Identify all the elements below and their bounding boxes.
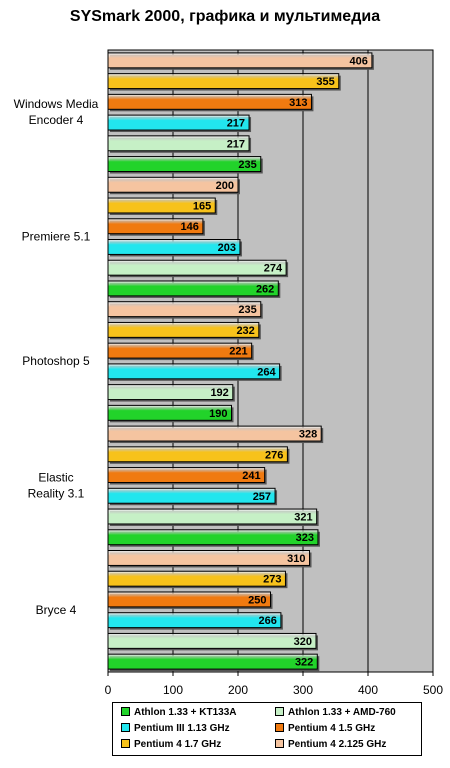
chart-title: SYSmark 2000, графика и мультимедиа [69,8,381,25]
chart-legend: Athlon 1.33 + KT133A Athlon 1.33 + AMD-76… [112,702,422,756]
bar [107,301,262,318]
bar-data-label: 321 [294,512,312,524]
legend-item: Pentium III 1.13 GHz [121,723,230,734]
bar-data-label: 273 [263,574,281,586]
bar [107,384,234,401]
legend-label: Athlon 1.33 + AMD-760 [288,707,396,718]
legend-label: Pentium 4 2.125 GHz [288,739,387,750]
legend-swatch [121,723,130,732]
legend-item: Athlon 1.33 + AMD-760 [275,707,396,718]
bar [107,653,318,670]
bar-data-label: 323 [296,532,314,544]
bar [107,404,232,421]
bar-data-label: 320 [294,636,312,648]
bar-data-label: 276 [265,449,283,461]
legend-item: Athlon 1.33 + KT133A [121,707,237,718]
bar [107,529,319,546]
category-label: Photoshop 5 [22,354,90,368]
bar [107,591,271,608]
bar [107,612,282,629]
bar [107,197,216,214]
chart-plot-svg: 4063553132172172352001651462032742622352… [14,49,443,697]
bar-data-label: 165 [193,201,211,213]
bar [107,342,253,359]
bar-data-label: 322 [295,657,313,669]
bar [107,570,286,587]
bar-data-label: 232 [236,325,254,337]
bar-data-label: 235 [238,304,256,316]
bar-data-label: 203 [218,242,236,254]
bar-data-label: 241 [242,470,260,482]
legend-label: Pentium III 1.13 GHz [134,723,230,734]
bar [107,425,322,442]
bar [107,156,262,172]
bar [107,135,250,152]
legend-item: Pentium 4 1.5 GHz [275,723,375,734]
bar-data-label: 200 [216,180,234,192]
bar-data-label: 192 [210,387,228,399]
bar [107,114,250,131]
x-tick-label: 200 [228,683,248,697]
category-label: Premiere 5.1 [22,230,91,244]
bar [107,93,312,110]
bar-data-label: 250 [248,594,266,606]
bar-data-label: 328 [299,429,317,441]
bar-data-label: 262 [256,283,274,295]
bar [107,73,340,90]
bar-data-label: 217 [227,138,245,150]
bar [107,363,281,380]
bar-data-label: 266 [259,615,277,627]
bar [107,508,318,525]
bar-data-label: 274 [264,263,283,275]
legend-swatch [275,723,284,732]
bar [107,467,266,483]
bar [107,239,241,255]
bar [107,321,260,338]
x-tick-label: 0 [105,683,112,697]
bar-data-label: 264 [257,366,276,378]
legend-label: Athlon 1.33 + KT133A [134,707,237,718]
x-tick-label: 400 [358,683,378,697]
legend-item: Pentium 4 1.7 GHz [121,739,221,750]
bar [107,280,279,297]
legend-label: Pentium 4 1.7 GHz [134,739,222,750]
bar [107,218,204,235]
bar [107,259,287,276]
legend-swatch [275,707,284,716]
bar-data-label: 310 [287,553,305,565]
legend-item: Pentium 4 2.125 GHz [275,739,386,750]
bar-data-label: 217 [227,118,245,130]
legend-swatch [275,739,284,748]
legend-swatch [121,739,130,748]
bar-data-label: 146 [181,221,199,233]
category-label: Elastic Reality 3.1 [28,470,85,500]
x-tick-label: 500 [423,683,443,697]
bar [107,487,276,504]
category-label: Windows Media Encoder 4 [14,97,99,127]
bar-data-label: 190 [209,408,227,420]
x-tick-label: 100 [163,683,183,697]
legend-label: Pentium 4 1.5 GHz [288,723,376,734]
bar-data-label: 257 [253,491,271,503]
bar [107,550,310,566]
bar [107,446,288,463]
bar [107,176,239,193]
bar-data-label: 313 [289,97,307,109]
bar [107,632,317,649]
x-tick-label: 300 [293,683,313,697]
bar-data-label: 221 [229,346,247,358]
legend-swatch [121,707,130,716]
category-label: Bryce 4 [36,603,77,617]
bar [107,52,373,69]
bar-data-label: 406 [350,55,368,67]
bar-data-label: 355 [316,76,334,88]
bar-data-label: 235 [238,159,256,171]
